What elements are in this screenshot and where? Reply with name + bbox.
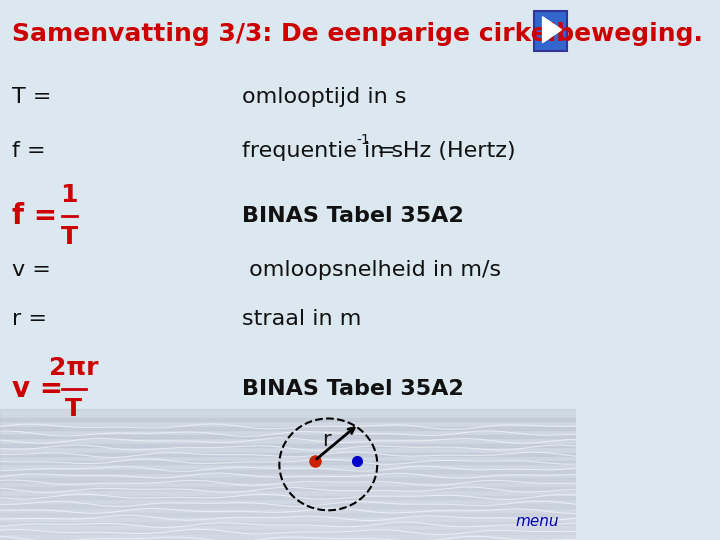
Text: f =: f =	[12, 141, 45, 161]
Text: r =: r =	[12, 308, 47, 329]
Bar	[0, 461, 576, 473]
Text: menu: menu	[516, 514, 559, 529]
Bar	[0, 427, 576, 438]
Bar	[0, 496, 576, 508]
Bar	[0, 418, 576, 430]
Text: 1: 1	[60, 184, 78, 207]
Text: frequentie in s: frequentie in s	[242, 141, 403, 161]
Text: omloopsnelheid in m/s: omloopsnelheid in m/s	[242, 260, 501, 280]
Text: straal in m: straal in m	[242, 308, 361, 329]
Text: T: T	[60, 225, 78, 248]
Text: f =: f =	[12, 202, 66, 230]
Text: BINAS Tabel 35A2: BINAS Tabel 35A2	[242, 206, 464, 226]
Text: Samenvatting 3/3: De eenparige cirkelbeweging.: Samenvatting 3/3: De eenparige cirkelbew…	[12, 22, 703, 45]
Bar	[0, 530, 576, 540]
Bar	[0, 504, 576, 516]
Text: r: r	[322, 430, 330, 450]
Bar	[0, 453, 576, 464]
Text: BINAS Tabel 35A2: BINAS Tabel 35A2	[242, 379, 464, 399]
Bar	[0, 444, 576, 456]
Text: v =: v =	[12, 260, 50, 280]
Bar	[0, 478, 576, 490]
Text: v =: v =	[12, 375, 72, 403]
Text: T: T	[66, 397, 82, 421]
Bar	[0, 522, 576, 534]
Bar	[0, 470, 576, 482]
FancyBboxPatch shape	[534, 11, 567, 51]
Bar	[0, 409, 576, 421]
Bar	[0, 0, 576, 421]
Text: 2πr: 2πr	[49, 356, 99, 380]
Polygon shape	[543, 17, 562, 43]
Bar	[0, 435, 576, 447]
Text: -1: -1	[356, 133, 369, 147]
Text: = Hz (Hertz): = Hz (Hertz)	[370, 141, 516, 161]
Text: omlooptijd in s: omlooptijd in s	[242, 87, 406, 107]
Bar	[0, 539, 576, 540]
Bar	[0, 513, 576, 525]
Bar	[0, 487, 576, 499]
Text: T =: T =	[12, 87, 51, 107]
